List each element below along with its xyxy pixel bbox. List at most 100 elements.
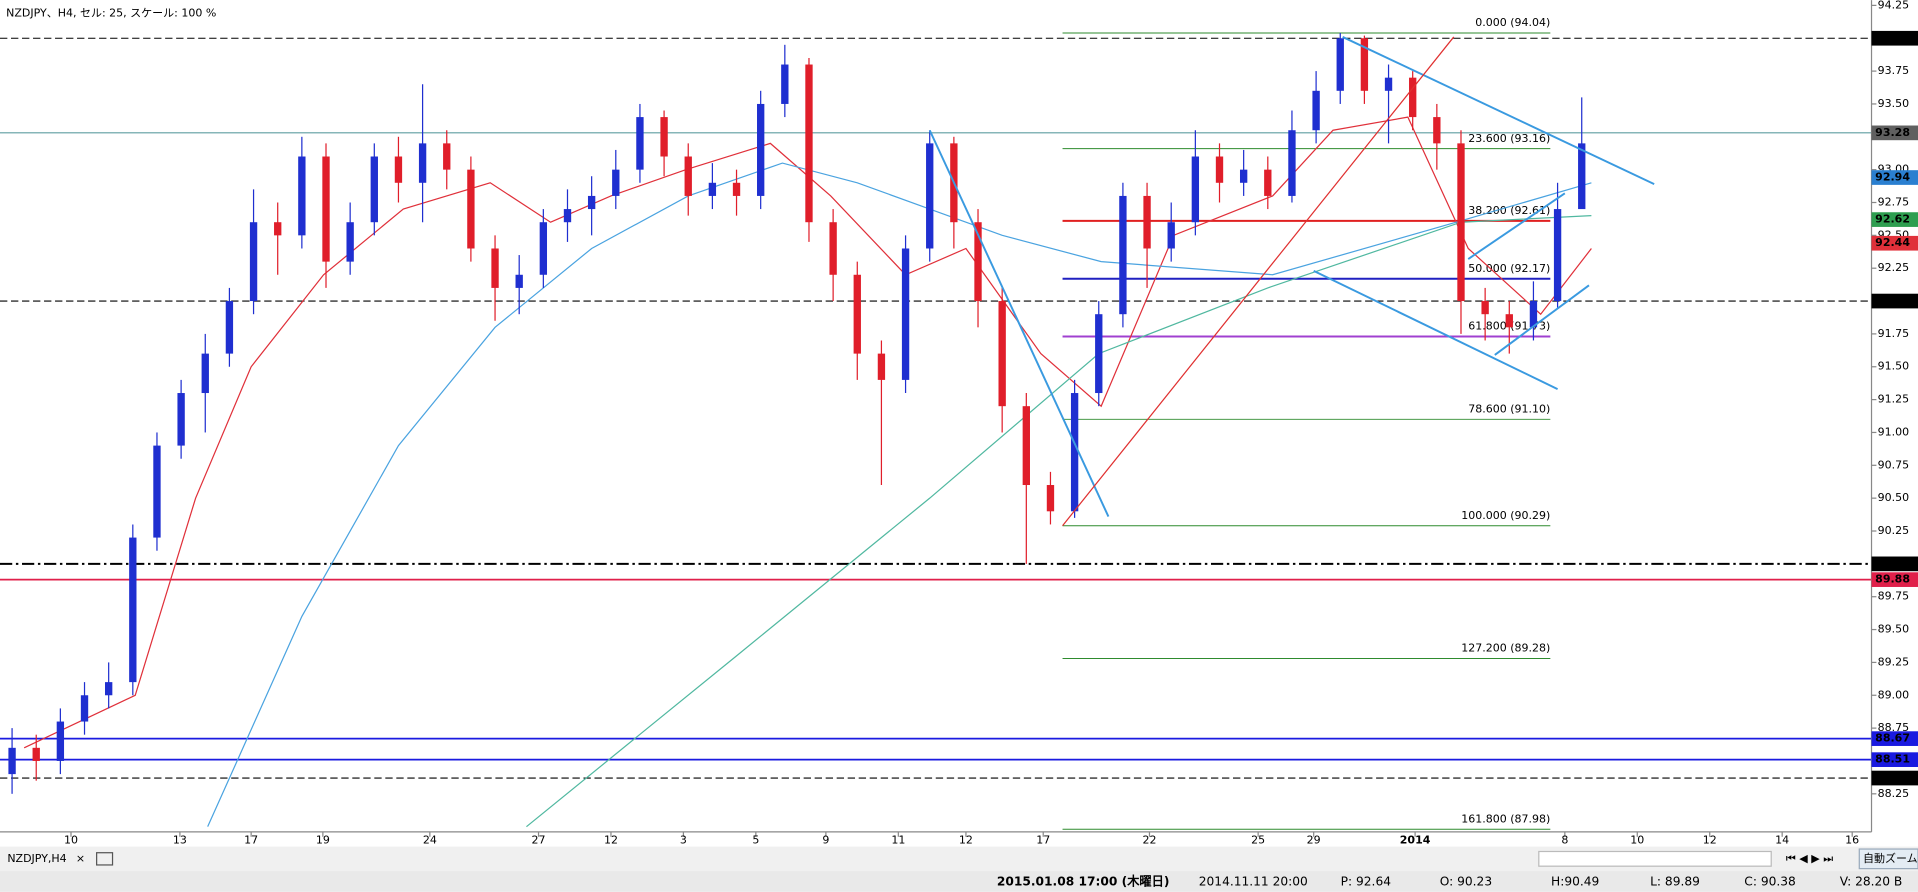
candle-body [370, 156, 378, 223]
zoom-button[interactable] [1858, 848, 1918, 870]
candle-body [443, 143, 451, 170]
fib-label: 127.200 (89.28) [1461, 642, 1550, 655]
candle-body [732, 182, 741, 196]
candle-body [249, 222, 258, 302]
y-tick-label: 90.75 [1878, 458, 1910, 471]
y-tick-label: 89.75 [1878, 590, 1910, 603]
x-tick-label: 13 [173, 833, 187, 846]
trendline [928, 129, 1110, 517]
candle-body [1312, 90, 1320, 131]
candle-body [274, 222, 282, 236]
candle-body [757, 103, 765, 196]
candle-body [1553, 209, 1562, 302]
zoom-label[interactable]: 自動ズーム [1863, 851, 1918, 865]
x-tick-label: 17 [244, 833, 258, 846]
candle-body [346, 222, 354, 262]
x-tick-label: 27 [532, 833, 546, 846]
candle-body [1070, 393, 1079, 512]
trendline [1494, 284, 1590, 356]
candle-body [1046, 485, 1055, 512]
candle-body [1264, 169, 1272, 196]
y-tick-label: 91.00 [1878, 425, 1910, 438]
candle-body [1095, 314, 1103, 394]
x-tick-label: 9 [822, 833, 829, 846]
price-tag [1871, 235, 1918, 251]
y-tick-label: 92.75 [1878, 196, 1910, 209]
price-tag-label: 88.37 [1875, 771, 1910, 784]
candle-body [177, 393, 185, 446]
candle-body [612, 169, 620, 196]
candle-body [394, 156, 403, 183]
candle-body [563, 209, 572, 223]
candle-body [998, 301, 1006, 407]
x-tick-label: 2014 [1400, 833, 1431, 846]
candle-body [1433, 117, 1441, 144]
status-cursor: 2014.11.11 20:00 [1199, 875, 1308, 889]
x-tick-label: 12 [959, 833, 973, 846]
chart-tab[interactable]: NZDJPY,H4 [7, 852, 66, 865]
x-tick-label: 5 [752, 833, 759, 846]
candle-body [32, 747, 40, 761]
candle-body [781, 64, 789, 104]
price-tag [1871, 125, 1918, 141]
x-tick-label: 19 [316, 833, 330, 846]
candle-body [225, 301, 234, 354]
price-tag-label: 88.67 [1875, 732, 1910, 745]
price-tag-label: 92.94 [1875, 171, 1910, 184]
y-tick-label: 91.50 [1878, 360, 1910, 373]
x-tick-label: 3 [680, 833, 687, 846]
price-tag-label: 89.88 [1875, 573, 1910, 586]
y-tick-label: 89.25 [1878, 655, 1910, 668]
candle-body [660, 117, 668, 157]
y-tick-label: 89.00 [1878, 688, 1910, 701]
x-tick-label: 22 [1142, 833, 1156, 846]
close-tab[interactable]: × [76, 852, 85, 865]
status-volume: V: 28.20 B [1840, 875, 1903, 889]
status-close: C: 90.38 [1744, 875, 1796, 889]
candle-body [684, 156, 692, 196]
x-tick-label: 17 [1036, 833, 1050, 846]
candle-body [829, 222, 837, 275]
nav-buttons[interactable]: ⏮ ◀ ▶ ⏭ [1786, 852, 1833, 865]
candle-body [515, 274, 523, 288]
y-tick-label: 88.25 [1878, 787, 1910, 800]
y-tick-label: 94.25 [1878, 0, 1910, 11]
price-tag [1871, 752, 1918, 767]
candle-body [1360, 38, 1369, 91]
y-tick-label: 93.50 [1878, 97, 1910, 110]
candle-body [1239, 169, 1248, 183]
candle-body [636, 117, 644, 170]
price-tag-label: 92.00 [1875, 294, 1910, 307]
candle-body [1191, 156, 1200, 223]
price-tag [1871, 170, 1918, 185]
scrollbar[interactable] [1538, 850, 1772, 867]
candle-body [1409, 77, 1417, 118]
candle-body [877, 353, 886, 380]
fib-label: 23.600 (93.16) [1468, 132, 1550, 145]
candle-body [853, 274, 861, 354]
x-tick-label: 10 [1630, 833, 1644, 846]
candle-body [80, 695, 89, 722]
fib-label: 161.800 (87.98) [1461, 813, 1550, 826]
price-tag [1871, 572, 1918, 587]
candle-body [901, 248, 910, 380]
price-tag-label: 90.00 [1875, 557, 1910, 570]
candle-body [1481, 301, 1489, 315]
fib-label: 0.000 (94.04) [1475, 16, 1550, 29]
trendline [1342, 36, 1655, 185]
fib-label: 78.600 (91.10) [1468, 403, 1550, 416]
window-icon[interactable] [96, 852, 114, 866]
candle-body [8, 747, 16, 775]
candle-body [1384, 77, 1393, 91]
status-high: H:90.49 [1551, 875, 1599, 889]
y-tick-label: 92.25 [1878, 261, 1910, 274]
candle-body [539, 222, 548, 275]
status-price: P: 92.64 [1341, 875, 1392, 889]
status-time: 2015.01.08 17:00 (木曜日) [997, 874, 1170, 889]
status-bar [0, 871, 1918, 892]
candle-body [56, 721, 65, 761]
x-tick-label: 16 [1845, 833, 1859, 846]
y-tick-label: 91.75 [1878, 327, 1910, 340]
